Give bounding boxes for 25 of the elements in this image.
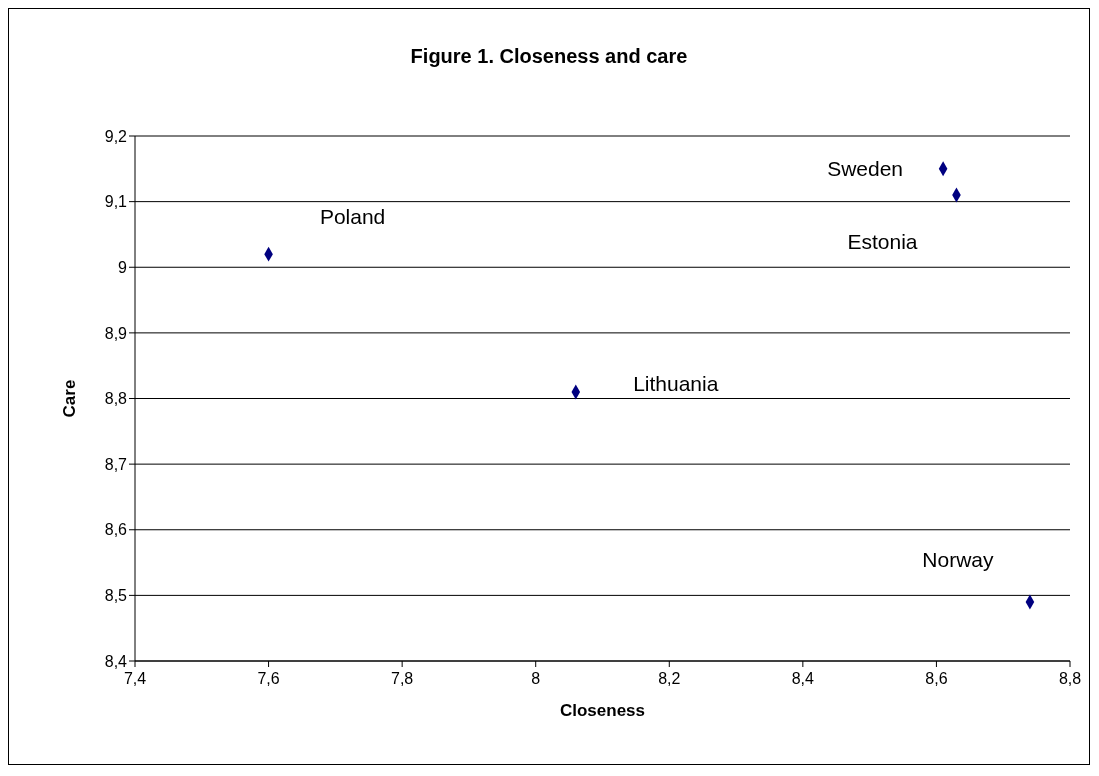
x-tick-label: 8,4 bbox=[791, 670, 815, 688]
annotation: Sweden bbox=[827, 157, 904, 181]
x-axis-title: Closeness bbox=[559, 701, 646, 720]
y-tick-label: 8,5 bbox=[104, 587, 128, 605]
y-axis-title: Care bbox=[60, 379, 80, 418]
x-tick-label: 8 bbox=[531, 670, 541, 688]
y-tick-label: 8,8 bbox=[104, 390, 128, 408]
x-tick-label: 8,2 bbox=[658, 670, 681, 688]
y-tick-label: 9 bbox=[118, 258, 128, 276]
annotation: Poland bbox=[319, 204, 386, 228]
y-tick-label: 8,6 bbox=[104, 521, 128, 539]
annotation: Lithuania bbox=[633, 372, 719, 396]
annotation: Norway bbox=[922, 548, 995, 572]
x-tick-label: 7,6 bbox=[257, 670, 280, 688]
y-tick-label: 9,1 bbox=[104, 193, 128, 211]
y-tick-label: 9,2 bbox=[104, 127, 128, 145]
y-tick-label: 8,4 bbox=[104, 652, 128, 670]
x-tick-label: 8,6 bbox=[925, 670, 948, 688]
x-tick-label: 7,4 bbox=[123, 670, 147, 688]
y-tick-label: 8,9 bbox=[104, 324, 128, 342]
chart-title: Figure 1. Closeness and care bbox=[409, 45, 689, 68]
x-tick-label: 8,8 bbox=[1058, 670, 1082, 688]
y-tick-label: 8,7 bbox=[104, 455, 128, 473]
x-tick-label: 7,8 bbox=[391, 670, 414, 688]
annotation: Estonia bbox=[847, 229, 918, 253]
